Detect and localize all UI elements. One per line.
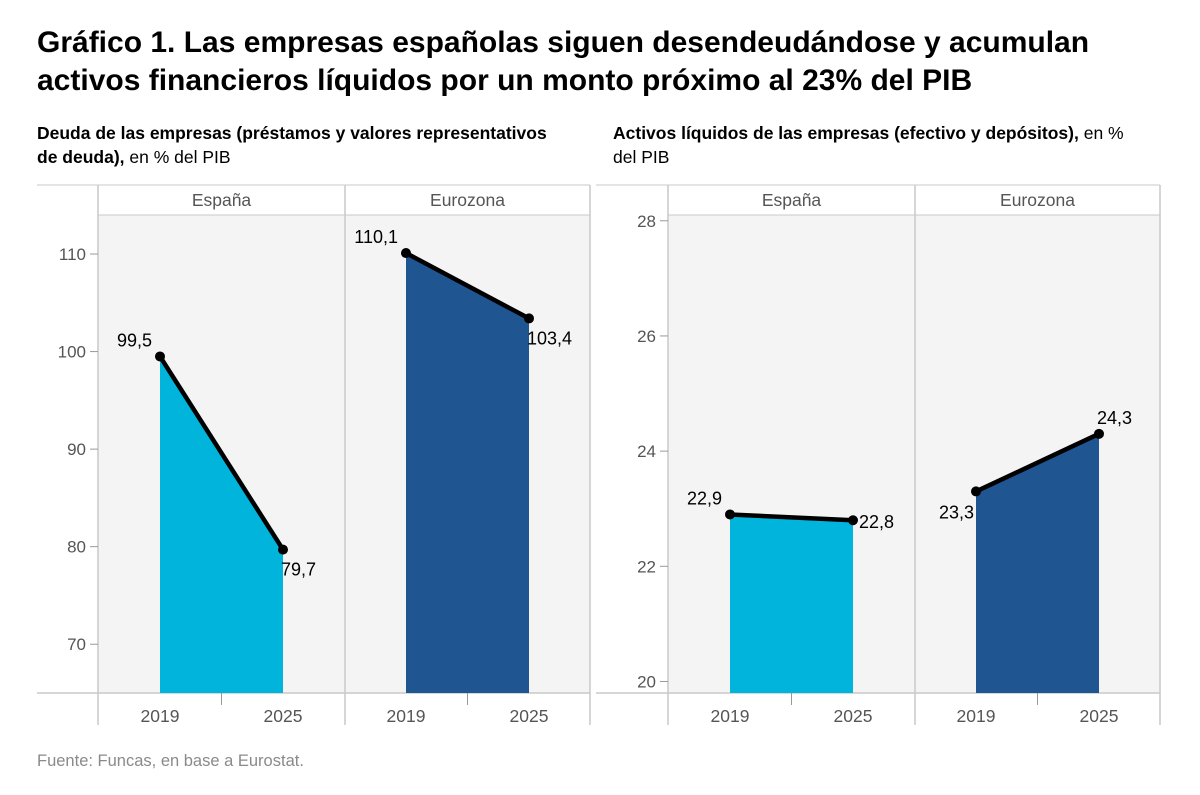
left-chart-subtitle: Deuda de las empresas (préstamos y valor… [37, 121, 557, 169]
debt-eurozone-data-label: 103,4 [527, 328, 572, 348]
chart-title-bold: Gráfico 1. [37, 26, 176, 59]
liquid-assets-spain-data-point [848, 515, 858, 526]
debt-spain-area [160, 356, 283, 693]
liquid-assets-spain-area [730, 514, 853, 693]
liquid-assets-y-tick-label: 20 [637, 672, 656, 691]
liquid-assets-eurozone-data-label: 24,3 [1097, 408, 1132, 428]
liquid-assets-spain-x-tick-label: 2019 [711, 706, 750, 726]
debt-spain-panel-label: España [192, 190, 252, 210]
debt-eurozone-data-point [524, 313, 534, 324]
debt-spain-x-tick-label: 2019 [141, 706, 180, 726]
liquid-assets-eurozone-data-point [1094, 428, 1104, 439]
source-note: Fuente: Funcas, en base a Eurostat. [37, 752, 304, 770]
debt-eurozone-panel-label: Eurozona [430, 190, 505, 210]
debt-spain-data-point [155, 351, 165, 362]
debt-y-tick-label: 110 [59, 245, 86, 264]
liquid-assets-eurozone-area [976, 433, 1099, 693]
left-chart-subtitle-unit: en % del PIB [129, 147, 231, 167]
liquid-assets-spain-data-point [725, 509, 735, 520]
liquid-assets-spain-data-label: 22,9 [687, 488, 722, 508]
debt-eurozone-data-label: 110,1 [354, 227, 398, 247]
debt-eurozone-x-tick-label: 2025 [510, 706, 549, 726]
liquid-assets-y-tick-label: 26 [637, 327, 656, 346]
chart-title: Gráfico 1. Las empresas españolas siguen… [37, 24, 1167, 100]
debt-y-tick-label: 90 [67, 440, 86, 459]
right-chart-subtitle-unit: en % del PIB [613, 123, 1124, 167]
right-chart-subtitle-bold: Activos líquidos de las empresas (efecti… [613, 123, 1079, 143]
left-chart-subtitle-bold: Deuda de las empresas (préstamos y valor… [37, 123, 547, 167]
debt-spain-data-label: 99,5 [117, 330, 152, 350]
debt-eurozone-data-point [401, 248, 411, 259]
debt-spain-x-tick-label: 2025 [264, 706, 303, 726]
liquid-assets-spain-panel-label: España [762, 190, 822, 210]
liquid-assets-eurozone-series-line [973, 431, 1102, 494]
debt-eurozone-series-line [403, 250, 532, 321]
debt-y-tick-label: 70 [67, 635, 86, 654]
debt-spain-data-label: 79,7 [281, 560, 316, 580]
liquid-assets-eurozone-x-tick-label: 2025 [1080, 706, 1119, 726]
debt-spain-data-point [278, 544, 288, 555]
debt-eurozone-x-tick-label: 2019 [387, 706, 426, 726]
liquid-assets-eurozone-data-label: 23,3 [939, 502, 974, 522]
debt-spain-series-line [157, 354, 286, 552]
liquid-assets-y-tick-label: 22 [637, 557, 656, 576]
debt-y-tick-label: 80 [67, 538, 86, 557]
liquid-assets-y-tick-label: 24 [637, 442, 656, 461]
liquid-assets-eurozone-data-point [971, 486, 981, 497]
liquid-assets-spain-series-line [727, 512, 856, 523]
liquid-assets-y-tick-label: 28 [637, 212, 656, 231]
liquid-assets-eurozone-panel-label: Eurozona [1000, 190, 1075, 210]
right-chart-subtitle: Activos líquidos de las empresas (efecti… [613, 121, 1133, 169]
liquid-assets-spain-x-tick-label: 2025 [834, 706, 873, 726]
liquid-assets-spain-data-label: 22,8 [859, 512, 894, 532]
chart-title-text: Las empresas españolas siguen desendeudá… [37, 26, 1090, 97]
debt-eurozone-area [406, 253, 529, 693]
debt-y-tick-label: 100 [58, 343, 86, 362]
liquid-assets-eurozone-x-tick-label: 2019 [957, 706, 996, 726]
